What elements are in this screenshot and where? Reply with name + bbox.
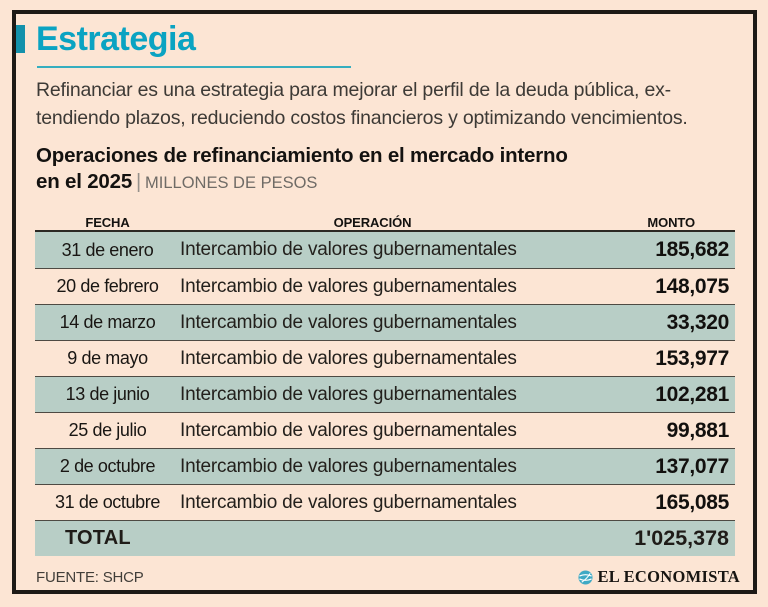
table-cell-fecha: 9 de mayo — [67, 348, 148, 368]
table-total-row: TOTAL 1'025,378 — [35, 520, 735, 556]
table-cell-fecha: 20 de febrero — [56, 276, 159, 296]
total-label: TOTAL — [65, 527, 131, 549]
table-cell-fecha: 25 de julio — [68, 420, 147, 440]
table-cell-operacion: Intercambio de valores gubernamentales — [180, 275, 517, 297]
table-cell-operacion: Intercambio de valores gubernamentales — [180, 347, 517, 369]
table-cell-monto: 99,881 — [666, 418, 730, 442]
table-row: 9 de mayo Intercambio de valores guberna… — [35, 340, 735, 376]
table-cell-fecha: 31 de octubre — [55, 492, 160, 512]
table-row: 14 de marzo Intercambio de valores guber… — [35, 304, 735, 340]
table-cell-operacion: Intercambio de valores gubernamentales — [180, 419, 517, 441]
intro-line-2: tendiendo plazos, reduciendo costos fina… — [36, 107, 688, 129]
table-cell-monto: 148,075 — [655, 274, 729, 298]
kicker-title: Estrategia — [36, 20, 196, 58]
table-row: 13 de junio Intercambio de valores guber… — [35, 376, 735, 412]
table-cell-monto: 153,977 — [655, 346, 729, 370]
chart-title-line2: en el 2025 — [36, 170, 133, 193]
table-cell-operacion: Intercambio de valores gubernamentales — [180, 383, 517, 405]
total-value: 1'025,378 — [634, 526, 729, 550]
table-cell-operacion: Intercambio de valores gubernamentales — [180, 455, 517, 477]
publisher-name: EL ECONOMISTA — [597, 567, 740, 586]
column-header-monto: MONTO — [647, 215, 695, 230]
intro-paragraph: Refinanciar es una estrategia para mejor… — [36, 76, 726, 132]
table-cell-monto: 165,085 — [655, 490, 729, 514]
source-credit: FUENTE: SHCP — [36, 569, 144, 586]
publisher-brand: EL ECONOMISTA — [577, 567, 741, 587]
kicker-accent-bar — [16, 25, 25, 53]
column-header-fecha: FECHA — [85, 215, 130, 230]
table-header-row: FECHA OPERACIÓN MONTO — [35, 208, 735, 232]
table-row: 31 de enero Intercambio de valores guber… — [35, 232, 735, 268]
chart-title-line1: Operaciones de refinanciamiento en el me… — [36, 144, 568, 167]
table-cell-operacion: Intercambio de valores gubernamentales — [180, 491, 517, 513]
infographic-frame: Estrategia Refinanciar es una estrategia… — [12, 10, 757, 594]
table-row: 31 de octubre Intercambio de valores gub… — [35, 484, 735, 520]
intro-line-1: Refinanciar es una estrategia para mejor… — [36, 79, 671, 101]
chart-title: Operaciones de refinanciamiento en el me… — [36, 143, 726, 196]
table-cell-fecha: 2 de octubre — [59, 456, 156, 476]
table-body: 31 de enero Intercambio de valores guber… — [35, 232, 735, 520]
chart-units-label: MILLONES DE PESOS — [145, 174, 318, 192]
column-header-operacion: OPERACIÓN — [333, 215, 412, 230]
table-row: 2 de octubre Intercambio de valores gube… — [35, 448, 735, 484]
table-cell-operacion: Intercambio de valores gubernamentales — [180, 239, 517, 260]
kicker-underline — [37, 66, 351, 68]
title-separator: | — [136, 171, 142, 193]
refinancing-table: FECHA OPERACIÓN MONTO 31 de enero Interc… — [35, 208, 735, 556]
table-cell-monto: 137,077 — [655, 454, 729, 478]
table-row: 20 de febrero Intercambio de valores gub… — [35, 268, 735, 304]
table-cell-operacion: Intercambio de valores gubernamentales — [180, 311, 517, 333]
table-cell-fecha: 31 de enero — [61, 239, 154, 260]
table-cell-monto: 185,682 — [655, 238, 729, 261]
el-economista-globe-icon — [577, 569, 593, 585]
table-cell-fecha: 14 de marzo — [59, 312, 156, 332]
table-cell-monto: 33,320 — [666, 310, 730, 334]
table-cell-monto: 102,281 — [655, 382, 729, 406]
table-row: 25 de julio Intercambio de valores guber… — [35, 412, 735, 448]
table-cell-fecha: 13 de junio — [65, 384, 150, 404]
